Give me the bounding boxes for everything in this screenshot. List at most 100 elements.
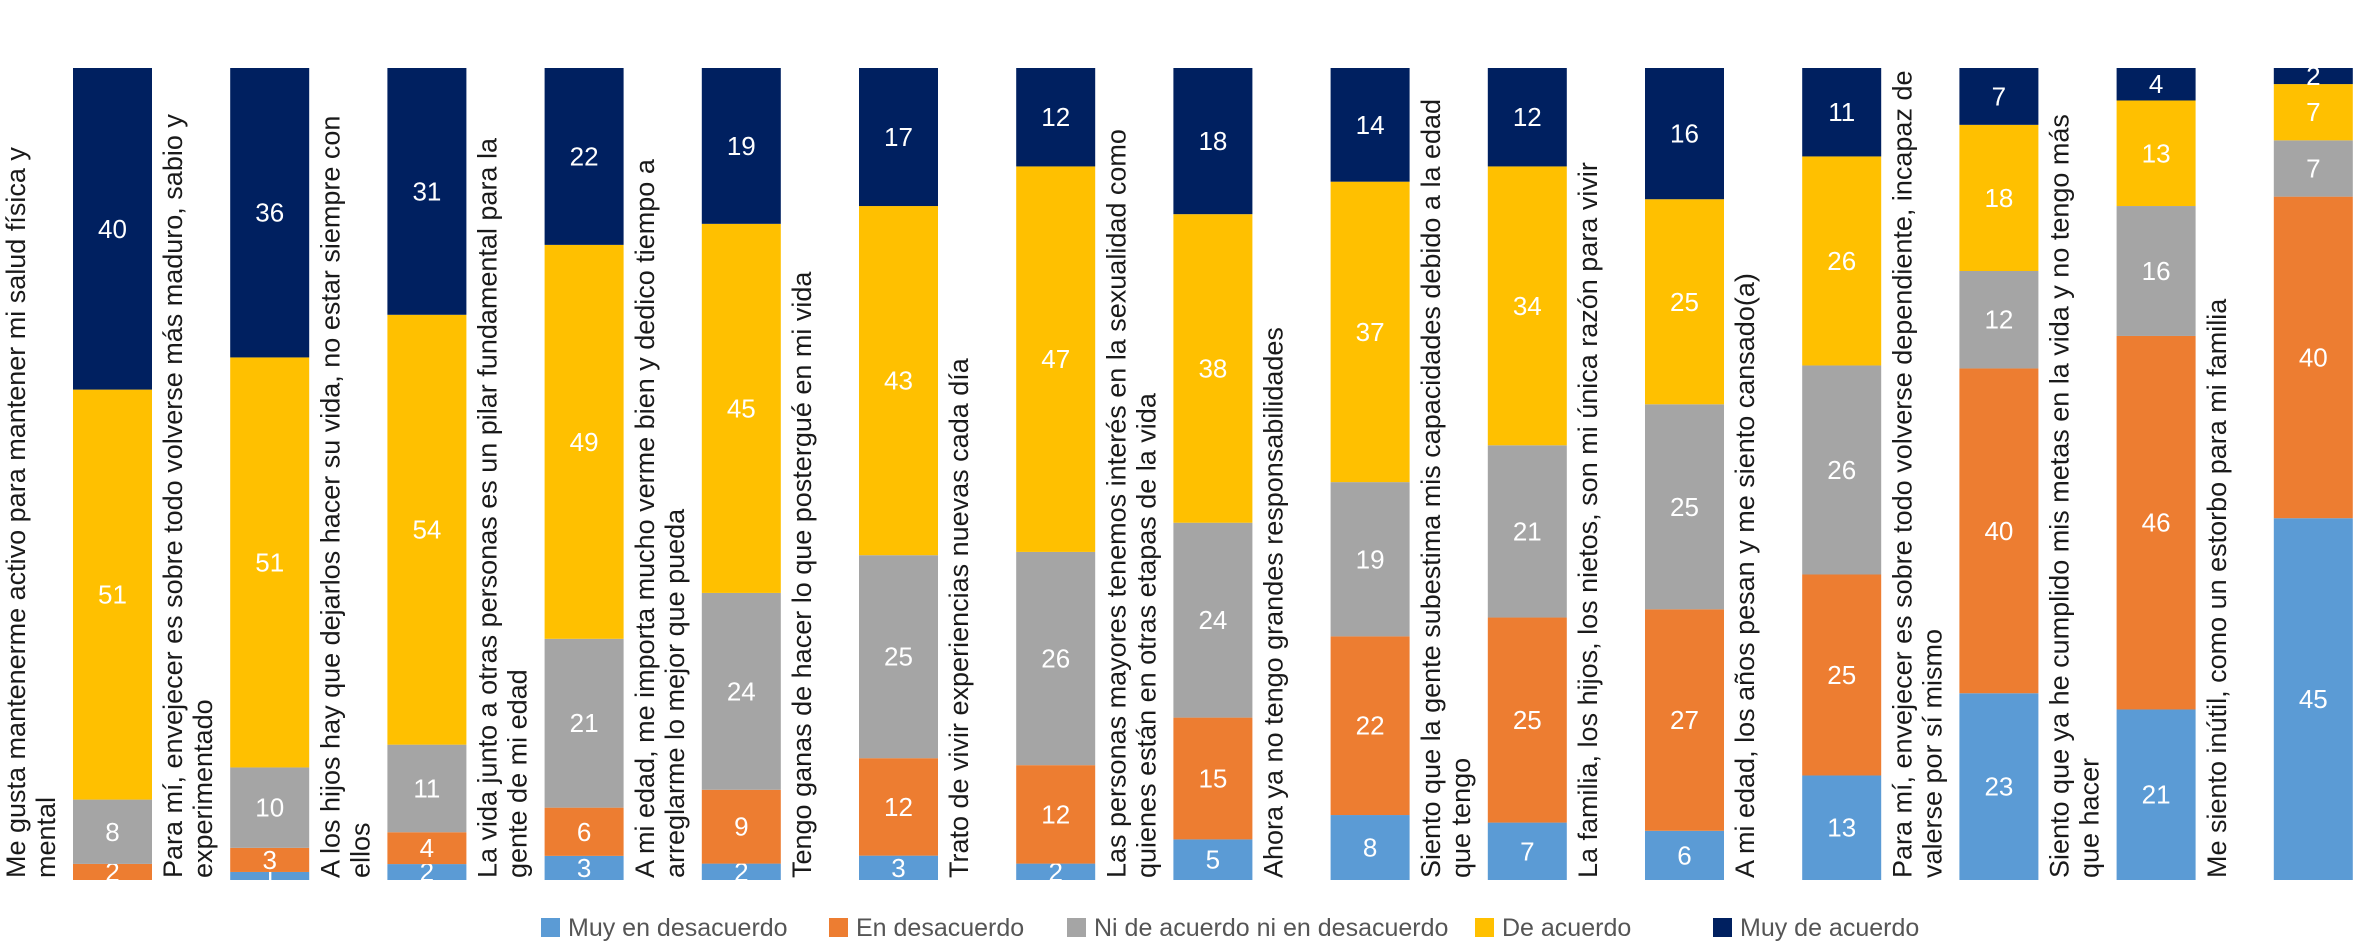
category-label-line: mental (31, 797, 61, 878)
bar-segment (1330, 68, 1410, 182)
category-label-line: Para mí, envejecer es sobre todo volvers… (158, 114, 188, 878)
data-label: 51 (98, 580, 127, 610)
legend-item: Muy en desacuerdo (541, 914, 788, 942)
category-label-line: gente de mi edad (503, 669, 533, 878)
data-label: 26 (1827, 246, 1856, 276)
bar-segment (1016, 68, 1096, 167)
category-label-line: A mi edad, me importa mucho verme bien y… (630, 158, 660, 878)
bar-segment (1016, 765, 1096, 864)
category-label-line: quienes están en otras etapas de la vida (1131, 392, 1161, 878)
category-label: Las personas mayores tenemos interés en … (1101, 129, 1161, 878)
legend-label: Muy en desacuerdo (568, 914, 788, 942)
category-label-line: Me gusta mantenerme activo para mantener… (1, 147, 31, 878)
data-label: 31 (412, 176, 441, 206)
data-label: 24 (727, 676, 756, 706)
data-label: 4 (420, 833, 434, 863)
category-label: La vida junto a otras personas es un pil… (473, 137, 533, 878)
category-label-line: que hacer (2075, 758, 2105, 878)
data-label: 12 (1513, 102, 1542, 132)
category-label-line: La familia, los hijos, los nietos, son m… (1573, 162, 1603, 878)
data-label: 18 (1198, 126, 1227, 156)
bar-segment (1330, 181, 1410, 483)
bar-segment (1016, 863, 1096, 880)
data-label: 3 (262, 845, 276, 875)
data-label: 12 (1984, 305, 2013, 335)
data-label: 11 (1828, 97, 1855, 127)
bar-segment (230, 357, 310, 768)
bar-segment (1645, 68, 1724, 200)
category-label: Me siento inútil, como un estorbo para m… (2202, 298, 2232, 878)
category-label-line: Tengo ganas de hacer lo que postergué en… (787, 271, 817, 878)
category-label-line: A los hijos hay que dejarlos hacer su vi… (315, 116, 345, 878)
data-label: 16 (1670, 119, 1699, 149)
bar-segment (859, 555, 938, 759)
data-label: 23 (1984, 772, 2013, 802)
bar-stack: 2 9 24 45 19 (701, 68, 781, 887)
data-label: 9 (734, 812, 748, 842)
data-label: 17 (884, 122, 913, 152)
data-label: 22 (1356, 711, 1385, 741)
bar-segment (1802, 574, 1882, 776)
data-label: 14 (1356, 110, 1385, 140)
bar-segment (1330, 636, 1410, 816)
data-label: 2 (105, 857, 119, 887)
bar-segment (2116, 335, 2196, 710)
category-label: La familia, los hijos, los nietos, son m… (1573, 162, 1603, 878)
category-label-line: Las personas mayores tenemos interés en … (1101, 129, 1131, 878)
bar-segment (230, 68, 310, 358)
data-label: 51 (255, 547, 284, 577)
bar-segment (1173, 839, 1253, 880)
bar-segment (1802, 365, 1882, 575)
data-label: 21 (1513, 516, 1542, 546)
bar-segment (544, 244, 624, 639)
category-label-line: Me siento inútil, como un estorbo para m… (2202, 298, 2232, 878)
category-label-line: Siento que ya he cumplido mis metas en l… (2045, 114, 2075, 878)
bar-segment (544, 807, 624, 856)
bar-stack: 21 46 16 13 4 (2116, 68, 2196, 880)
data-label: 12 (884, 792, 913, 822)
bar-segment (1330, 482, 1410, 637)
bar-segment (73, 68, 152, 390)
legend-label: Ni de acuerdo ni en desacuerdo (1094, 914, 1448, 942)
legend-swatch (1475, 918, 1494, 937)
bar-segment (1959, 368, 2039, 694)
bar-segment (1016, 551, 1096, 766)
bar-segment (1173, 522, 1253, 718)
bar-segment (1802, 775, 1882, 880)
bar-segment (1487, 445, 1567, 618)
bar-segment (387, 68, 467, 315)
bar-segment (1959, 124, 2039, 271)
bar-stack: 8 22 19 37 14 (1330, 68, 1410, 880)
bar-stack: 2 8 51 40 (73, 68, 152, 887)
category-label: A mi edad, los años pesan y me siento ca… (1730, 273, 1760, 878)
category-label-line: A mi edad, los años pesan y me siento ca… (1730, 273, 1760, 878)
data-label: 21 (570, 708, 599, 738)
bar-segment (2273, 68, 2353, 85)
category-label: Tengo ganas de hacer lo que postergué en… (787, 271, 817, 878)
bar-segment (1959, 693, 2039, 880)
bar-segment (2273, 84, 2353, 141)
data-label: 38 (1198, 353, 1227, 383)
data-label: 54 (412, 515, 441, 545)
bar-segment (73, 799, 152, 864)
data-label: 2 (734, 857, 748, 887)
bar-segment (701, 223, 781, 593)
data-label: 43 (884, 366, 913, 396)
data-label: 7 (1992, 81, 2006, 111)
legend-swatch (1713, 918, 1732, 937)
bar-segment (2116, 709, 2196, 880)
bar-segment (387, 832, 467, 865)
data-label: 2 (1048, 857, 1062, 887)
legend-item: Ni de acuerdo ni en desacuerdo (1067, 914, 1448, 942)
legend-label: Muy de acuerdo (1740, 914, 1919, 942)
bar-segment (2116, 100, 2196, 207)
category-label-line: Siento que la gente subestima mis capaci… (1416, 99, 1446, 878)
legend-swatch (541, 918, 560, 937)
data-label: 5 (1206, 845, 1220, 875)
data-label: 3 (891, 853, 905, 883)
data-label: 36 (255, 198, 284, 228)
bar-stack: 6 27 25 25 16 (1645, 68, 1724, 880)
bar-stack: 45 40 7 7 2 (2273, 61, 2353, 880)
